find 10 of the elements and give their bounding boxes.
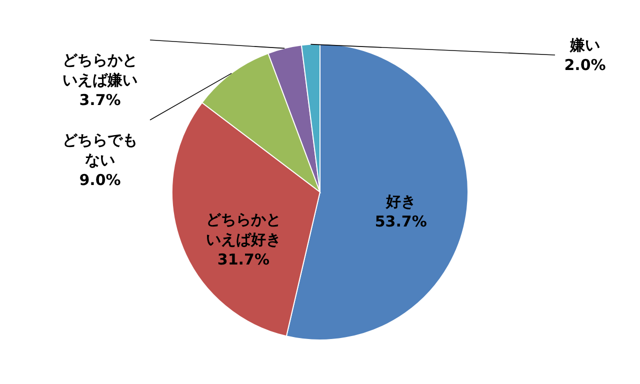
- slice-label: 好き: [384, 192, 416, 210]
- data-label: 31.7%: [217, 250, 270, 269]
- slice-label: どちらかといえば嫌い: [62, 51, 138, 89]
- data-label: 3.7%: [79, 91, 121, 109]
- slice-label: どちらでもない: [62, 131, 138, 169]
- data-label: 2.0%: [564, 56, 606, 74]
- data-label: 53.7%: [374, 212, 427, 230]
- slice-label: どちらかといえば好き: [206, 210, 281, 249]
- slice-label: 嫌い: [569, 36, 600, 54]
- data-label: 9.0%: [79, 171, 121, 189]
